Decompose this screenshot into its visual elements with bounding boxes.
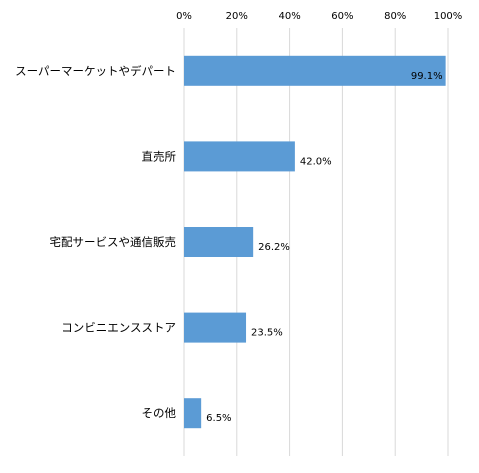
- value-label: 23.5%: [251, 328, 283, 339]
- bar: [184, 312, 247, 343]
- value-label: 99.1%: [411, 71, 443, 82]
- bars: [184, 55, 446, 429]
- bar: [184, 141, 295, 172]
- x-tick-label: 0%: [176, 11, 192, 22]
- category-label: 直売所: [142, 149, 177, 163]
- category-label: スーパーマーケットやデパート: [15, 64, 176, 78]
- value-label: 6.5%: [206, 413, 231, 424]
- bar: [184, 398, 202, 429]
- category-labels: スーパーマーケットやデパート直売所宅配サービスや通信販売コンビニエンスストアその…: [15, 64, 176, 420]
- value-labels: 99.1% 42.0% 26.2% 23.5% 6.5%: [206, 71, 442, 424]
- value-label: 26.2%: [258, 242, 290, 253]
- x-tick-label: 60%: [331, 11, 353, 22]
- x-axis-ticks: 0% 20% 40% 60% 80% 100%: [176, 11, 462, 22]
- gridlines: [183, 28, 449, 456]
- value-label: 42.0%: [300, 156, 332, 167]
- x-tick-label: 80%: [384, 11, 406, 22]
- x-tick-label: 20%: [226, 11, 248, 22]
- bar: [184, 55, 446, 86]
- category-label: その他: [142, 406, 177, 420]
- category-label: 宅配サービスや通信販売: [50, 235, 177, 249]
- x-tick-label: 100%: [434, 11, 463, 22]
- bar: [184, 227, 254, 257]
- category-label: コンビニエンスストア: [61, 321, 176, 335]
- x-tick-label: 40%: [278, 11, 300, 22]
